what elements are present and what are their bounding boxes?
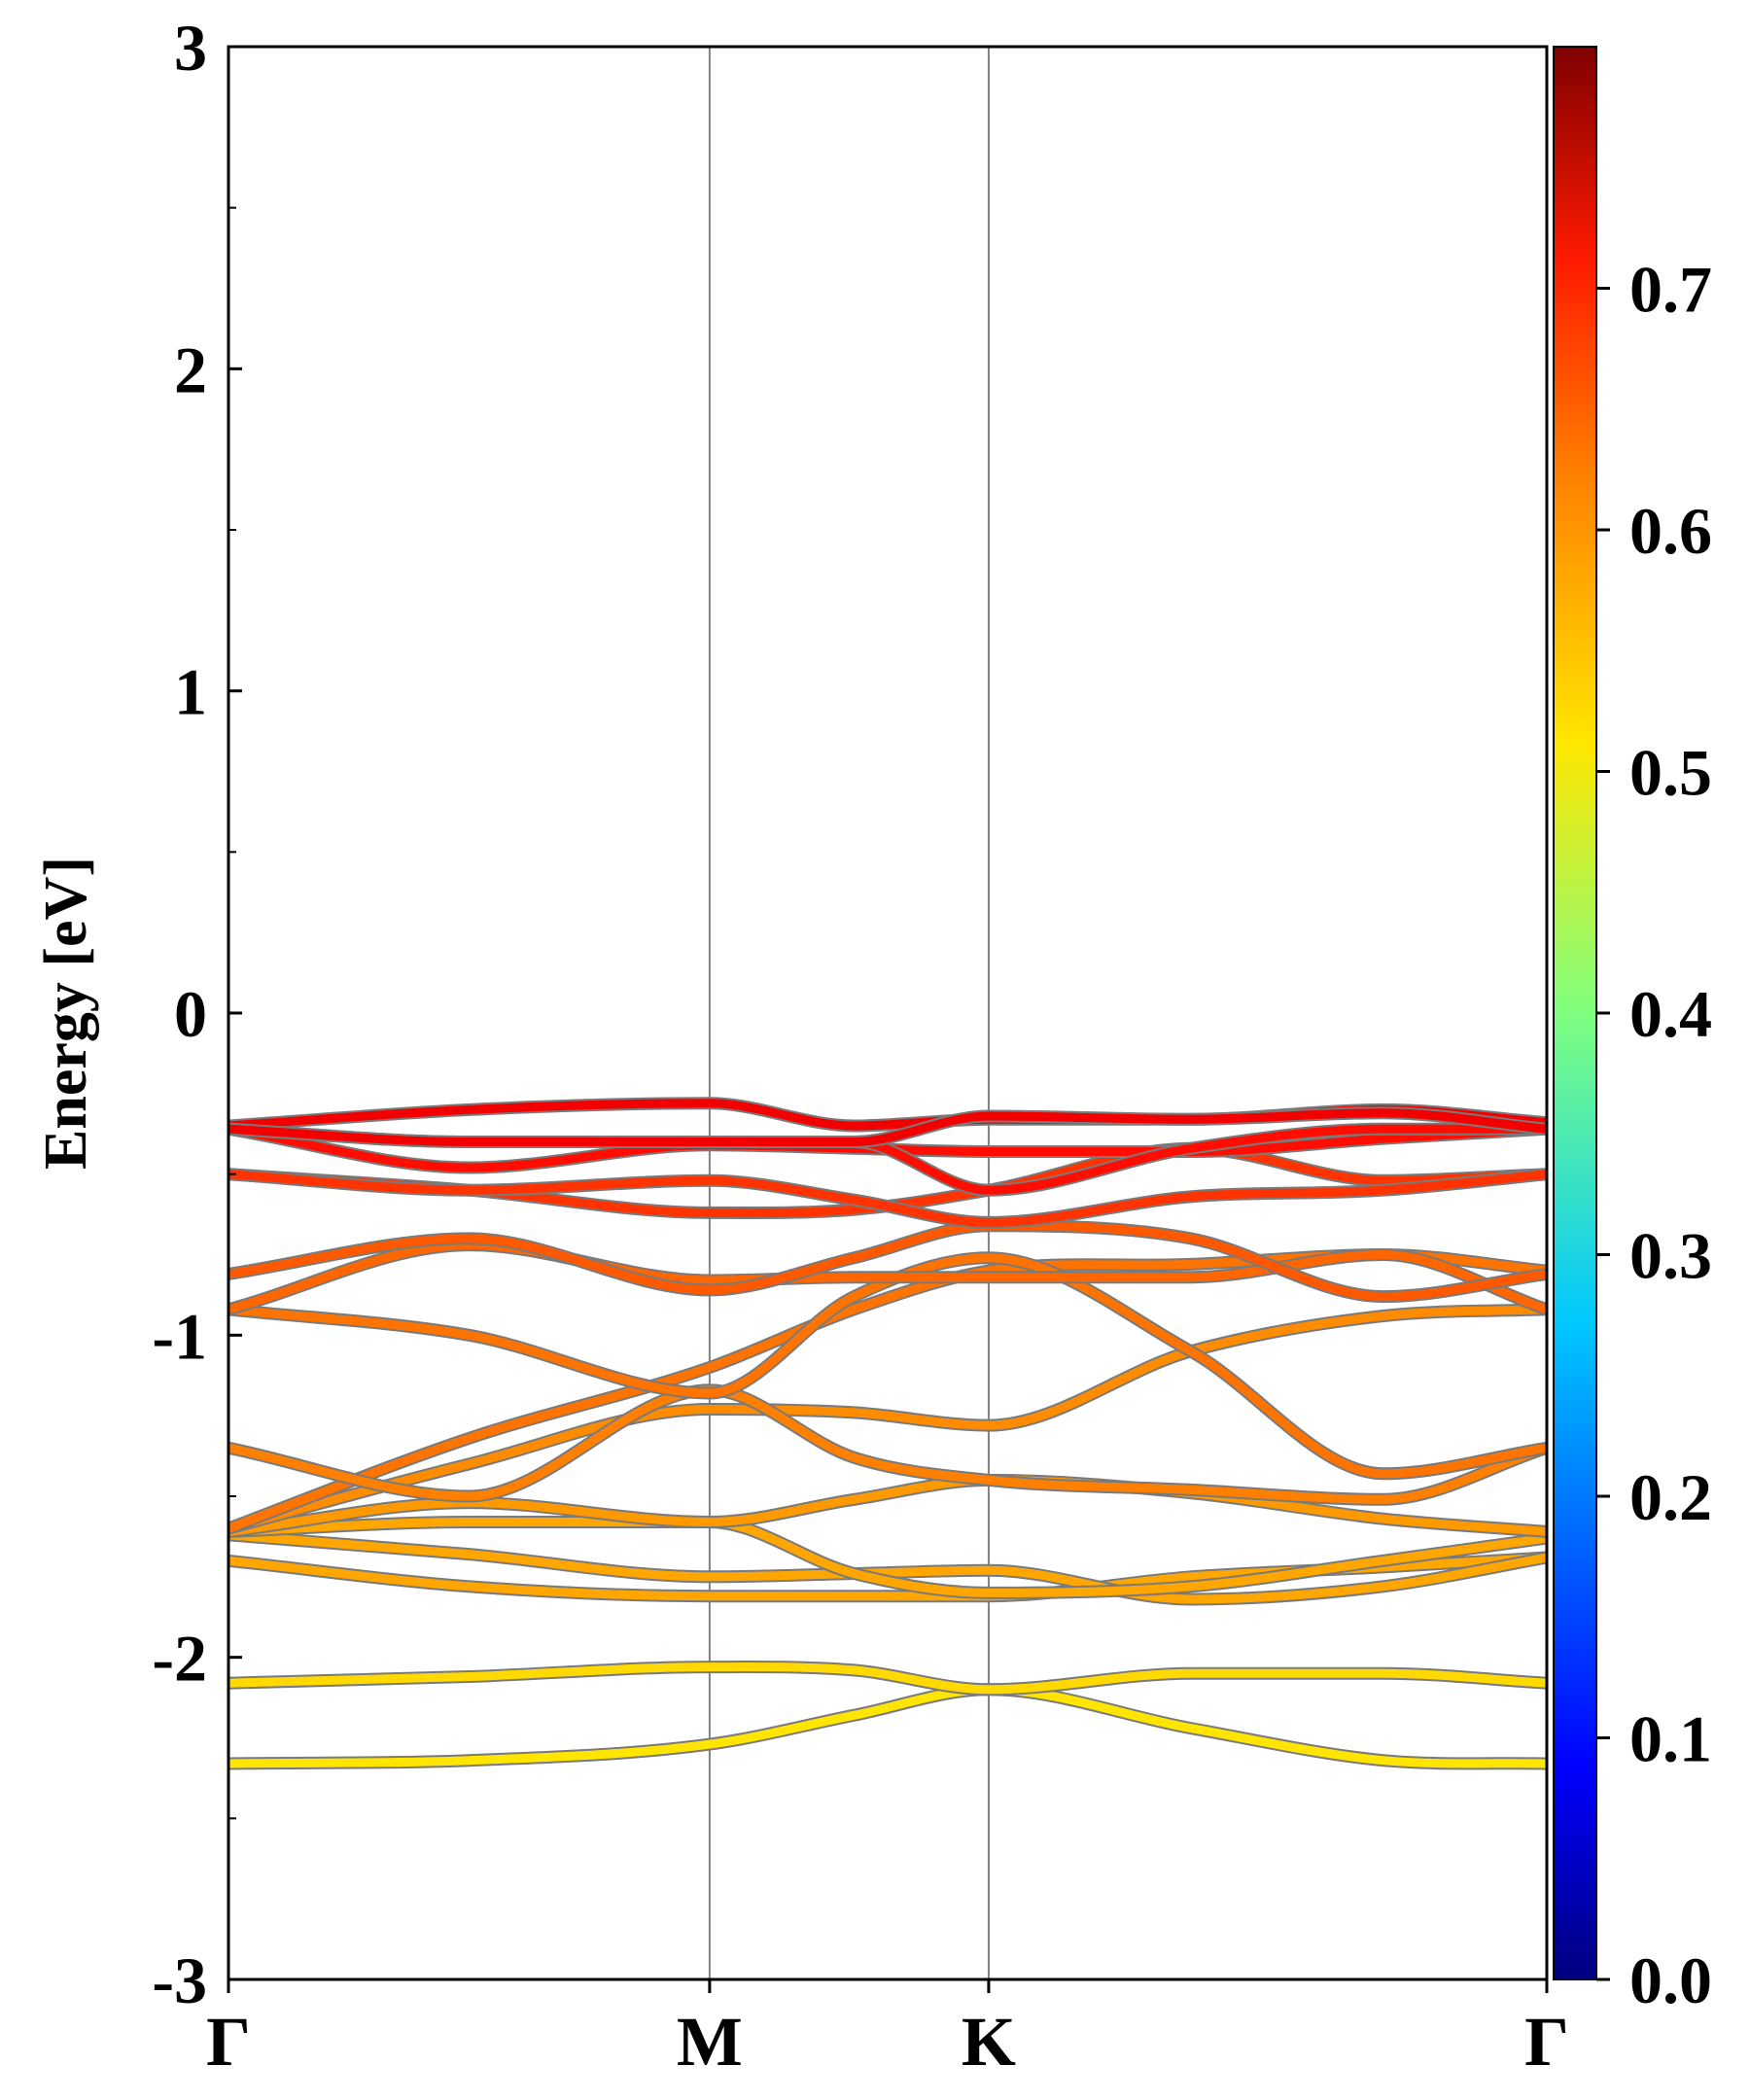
band-line (228, 1385, 1547, 1504)
colorbar-ticks: 0.0 0.1 0.2 0.3 0.4 0.5 0.6 0.7 (1596, 253, 1712, 2017)
band-line (228, 1475, 1547, 1536)
kpoint-label: M (677, 2003, 743, 2081)
y-axis: -3 -2 -1 0 1 2 3 (152, 11, 242, 2017)
colorbar-tick-label: 0.2 (1629, 1460, 1712, 1534)
y-tick-label: -1 (152, 1299, 207, 1373)
band-line (228, 1305, 1547, 1533)
colorbar-tick-label: 0.5 (1629, 736, 1712, 810)
band-line (228, 1530, 1547, 1604)
y-tick-label: 3 (174, 11, 207, 85)
y-tick-label: -2 (152, 1622, 207, 1696)
y-tick-label: -3 (152, 1943, 207, 2017)
band-line (228, 1685, 1547, 1768)
kpoint-label: Γ (206, 2003, 251, 2081)
band-line (228, 1518, 1547, 1597)
y-axis-label: Energy [eV] (33, 857, 99, 1170)
band-line (228, 1124, 1547, 1172)
band-line (228, 1170, 1547, 1227)
band-outline (228, 1383, 1547, 1506)
plot-frame (227, 45, 1549, 1981)
kpoint-label: K (962, 2003, 1016, 2081)
kpoint-label: Γ (1524, 2003, 1569, 2081)
band-line (228, 1108, 1547, 1147)
band-lines (228, 1097, 1547, 1770)
colorbar-tick-label: 0.6 (1629, 494, 1712, 568)
colorbar-tick-label: 0.1 (1629, 1702, 1712, 1776)
band-line (228, 1662, 1547, 1695)
colorbar-gradient (1553, 46, 1597, 1980)
colorbar-tick-label: 0.7 (1629, 253, 1712, 327)
kpath-separators (708, 47, 990, 1979)
colorbar: 0.0 0.1 0.2 0.3 0.4 0.5 0.6 0.7 (1553, 46, 1712, 2017)
colorbar-tick-label: 0.4 (1629, 977, 1712, 1051)
y-tick-label: 2 (174, 332, 207, 406)
band-line (228, 1221, 1547, 1302)
colorbar-tick-label: 0.0 (1629, 1943, 1712, 2017)
y-tick-label: 0 (174, 977, 207, 1051)
y-tick-label: 1 (174, 655, 207, 729)
colorbar-tick-label: 0.3 (1629, 1219, 1712, 1293)
band-line (228, 1241, 1547, 1314)
band-line (228, 1253, 1547, 1479)
